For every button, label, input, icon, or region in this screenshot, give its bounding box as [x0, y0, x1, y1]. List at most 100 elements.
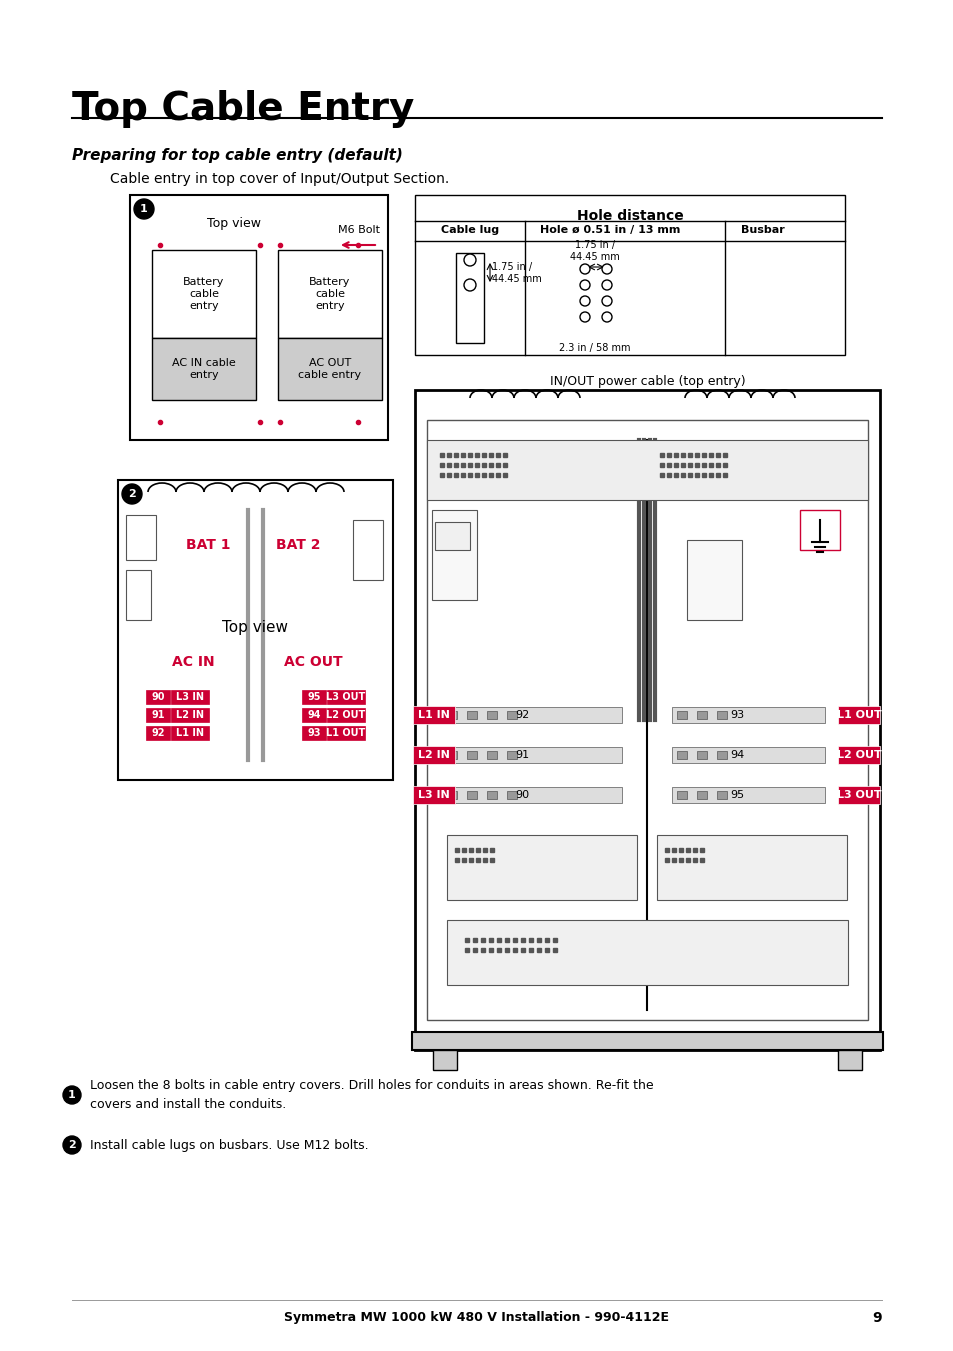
Bar — [302, 690, 326, 704]
Text: 94: 94 — [729, 750, 743, 761]
Text: M6 Bolt: M6 Bolt — [337, 226, 379, 235]
Bar — [441, 788, 621, 802]
Bar — [837, 707, 879, 724]
Text: 2.3 in / 58 mm: 2.3 in / 58 mm — [558, 343, 630, 353]
Text: 90: 90 — [515, 790, 529, 800]
Bar — [427, 420, 867, 1020]
Bar — [671, 747, 824, 763]
Bar — [717, 751, 726, 759]
Text: AC IN cable
entry: AC IN cable entry — [172, 358, 235, 380]
Bar — [506, 790, 517, 798]
Text: 95: 95 — [729, 790, 743, 800]
Text: L3 IN: L3 IN — [175, 692, 204, 703]
Bar — [657, 835, 846, 900]
Bar — [677, 790, 686, 798]
Bar — [686, 540, 741, 620]
Bar — [412, 1032, 882, 1050]
Bar — [413, 746, 455, 765]
Bar — [447, 835, 637, 900]
Text: Symmetra MW 1000 kW 480 V Installation - 990-4112E: Symmetra MW 1000 kW 480 V Installation -… — [284, 1312, 669, 1324]
Bar — [130, 195, 388, 440]
Bar — [146, 690, 170, 704]
Bar — [327, 690, 365, 704]
Text: 92: 92 — [152, 728, 165, 738]
Bar — [302, 708, 326, 721]
Text: Top view: Top view — [207, 218, 261, 230]
Text: BAT 2: BAT 2 — [275, 538, 320, 553]
Bar — [432, 509, 476, 600]
Bar — [433, 1050, 456, 1070]
Text: Loosen the 8 bolts in cable entry covers. Drill holes for conduits in areas show: Loosen the 8 bolts in cable entry covers… — [90, 1079, 653, 1111]
Bar — [415, 390, 879, 1050]
Bar — [506, 751, 517, 759]
Text: Hole distance: Hole distance — [576, 209, 682, 223]
Text: 9: 9 — [871, 1310, 882, 1325]
Bar — [717, 790, 726, 798]
Circle shape — [122, 484, 142, 504]
Bar — [327, 708, 365, 721]
Text: Preparing for top cable entry (default): Preparing for top cable entry (default) — [71, 149, 402, 163]
Bar — [837, 1050, 862, 1070]
Circle shape — [63, 1086, 81, 1104]
Circle shape — [601, 296, 612, 305]
Text: 91: 91 — [515, 750, 529, 761]
Bar — [506, 711, 517, 719]
Bar — [327, 725, 365, 740]
Bar — [467, 751, 476, 759]
Bar — [171, 708, 209, 721]
Text: 1: 1 — [68, 1090, 76, 1100]
Bar — [671, 788, 824, 802]
Bar — [152, 338, 255, 400]
Bar — [677, 711, 686, 719]
Text: Cable lug: Cable lug — [440, 226, 498, 235]
Bar — [447, 920, 847, 985]
Text: L3 IN: L3 IN — [417, 790, 450, 800]
Text: AC IN: AC IN — [172, 655, 214, 669]
Bar — [697, 790, 706, 798]
Bar — [467, 790, 476, 798]
Text: L1 IN: L1 IN — [417, 711, 450, 720]
Bar — [413, 786, 455, 804]
Text: L2 IN: L2 IN — [175, 711, 204, 720]
Circle shape — [579, 263, 589, 274]
Text: L1 IN: L1 IN — [175, 728, 204, 738]
Bar — [118, 480, 393, 780]
Text: 91: 91 — [152, 711, 165, 720]
Text: AC OUT
cable entry: AC OUT cable entry — [298, 358, 361, 380]
Text: BAT 1: BAT 1 — [186, 538, 230, 553]
Text: 1.75 in /
44.45 mm: 1.75 in / 44.45 mm — [492, 262, 541, 284]
Text: IN/OUT power cable (top entry): IN/OUT power cable (top entry) — [549, 376, 744, 388]
Bar — [717, 711, 726, 719]
Bar — [456, 253, 483, 343]
Text: AC OUT: AC OUT — [283, 655, 342, 669]
Bar — [126, 515, 156, 561]
Circle shape — [463, 254, 476, 266]
Text: Busbar: Busbar — [740, 226, 784, 235]
Circle shape — [63, 1136, 81, 1154]
Bar — [353, 520, 382, 580]
Circle shape — [579, 280, 589, 290]
Bar — [800, 509, 840, 550]
Bar — [277, 250, 381, 338]
Text: 92: 92 — [515, 711, 529, 720]
Text: 2: 2 — [68, 1140, 76, 1150]
Text: L2 OUT: L2 OUT — [836, 750, 881, 761]
Text: 94: 94 — [307, 711, 320, 720]
Text: Install cable lugs on busbars. Use M12 bolts.: Install cable lugs on busbars. Use M12 b… — [90, 1139, 368, 1151]
Bar — [486, 751, 497, 759]
Text: Top Cable Entry: Top Cable Entry — [71, 91, 414, 128]
Text: 95: 95 — [307, 692, 320, 703]
Text: L3 OUT: L3 OUT — [836, 790, 881, 800]
Bar — [171, 690, 209, 704]
Bar — [486, 790, 497, 798]
Bar — [427, 440, 867, 500]
Bar — [447, 790, 456, 798]
Circle shape — [601, 312, 612, 322]
Bar — [486, 711, 497, 719]
Text: L1 OUT: L1 OUT — [836, 711, 881, 720]
Bar — [441, 747, 621, 763]
Bar — [413, 707, 455, 724]
Bar — [435, 521, 470, 550]
Text: L3 OUT: L3 OUT — [326, 692, 365, 703]
Bar — [126, 570, 151, 620]
